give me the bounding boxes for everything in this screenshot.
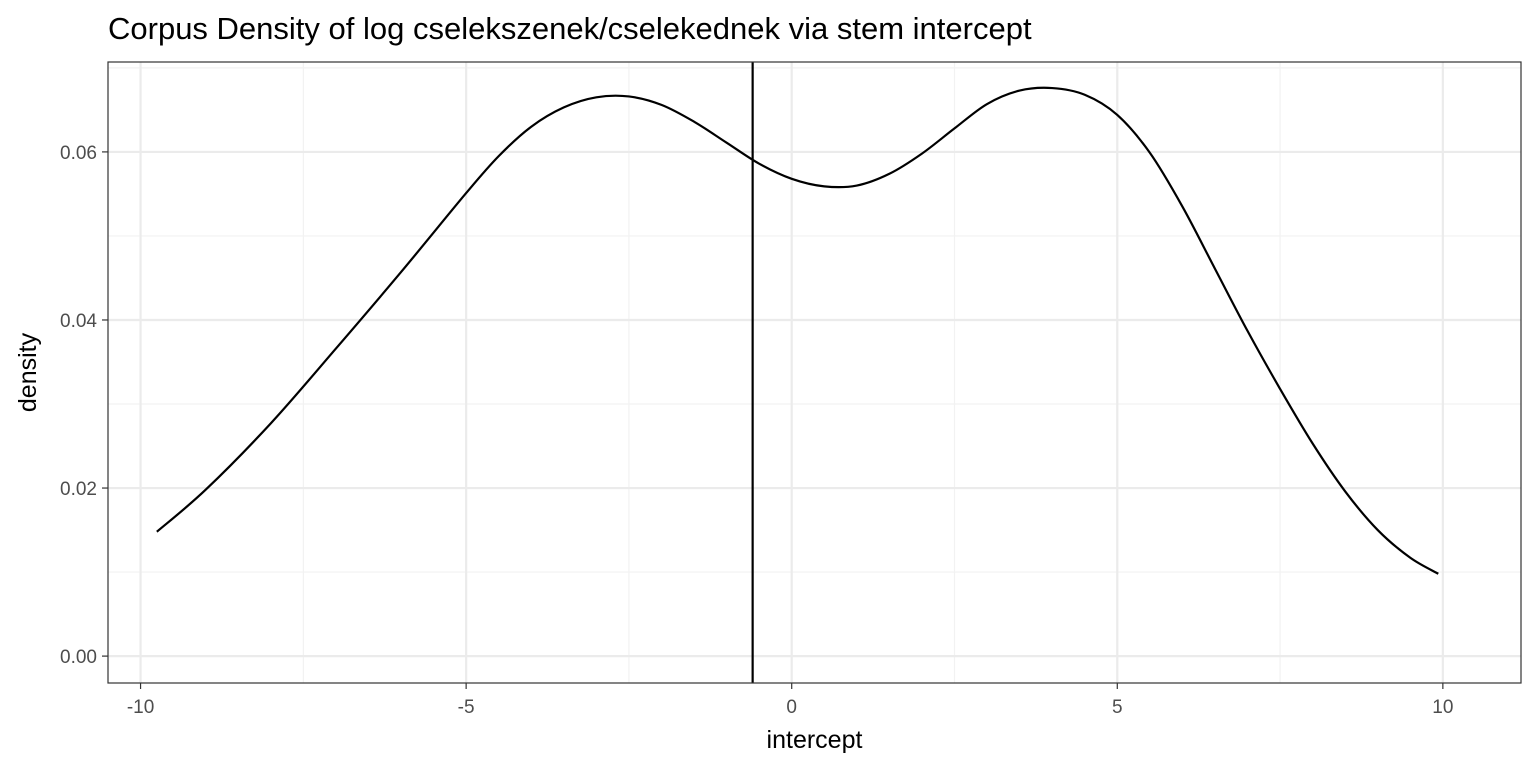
x-tick-label: 10 <box>1432 697 1453 718</box>
density-curve-layer <box>156 86 1439 575</box>
y-axis: 0.00 0.02 0.04 0.06 <box>60 143 108 668</box>
x-tick-label: -5 <box>458 697 475 718</box>
x-axis-title: intercept <box>767 726 863 754</box>
y-tick-label: 0.06 <box>60 143 97 164</box>
density-curve <box>156 86 1439 575</box>
panel-border <box>107 61 1522 684</box>
y-axis-title: density <box>14 332 42 412</box>
y-tick-label: 0.04 <box>60 311 97 332</box>
y-tick-label: 0.02 <box>60 479 97 500</box>
grid <box>108 62 1521 683</box>
x-tick-label: 0 <box>786 697 797 718</box>
chart-title: Corpus Density of log cselekszenek/csele… <box>108 11 1032 46</box>
x-axis: -10 -5 0 5 10 <box>127 683 1453 718</box>
y-tick-label: 0.00 <box>60 647 97 668</box>
x-tick-label: 5 <box>1112 697 1123 718</box>
x-tick-label: -10 <box>127 697 154 718</box>
